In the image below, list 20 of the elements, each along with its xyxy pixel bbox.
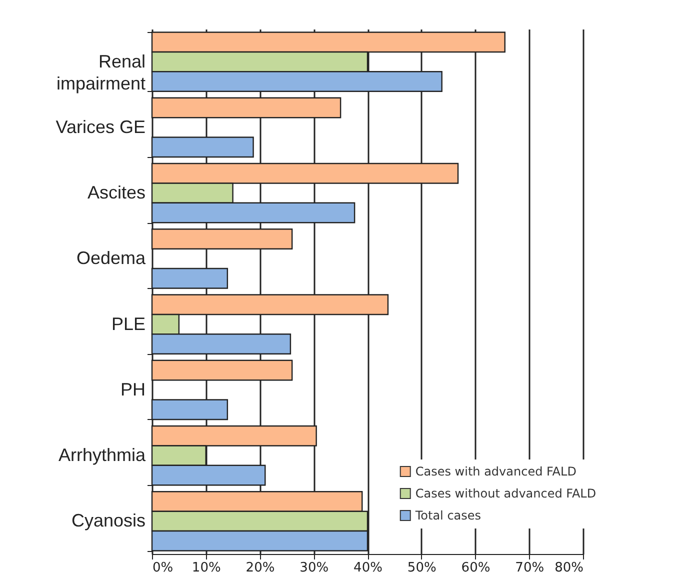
legend-label: Total cases: [414, 508, 482, 522]
y-tick-label: PLE: [111, 314, 146, 334]
legend-label: Cases without advanced FALD: [415, 486, 596, 500]
x-tick-label: 20%: [246, 560, 275, 576]
y-tick-label: Cyanosis: [71, 510, 146, 531]
y-tick-label: Ascites: [87, 182, 146, 203]
y-tick-label: Varices GE: [56, 116, 146, 137]
y-tick-label: Oedema: [76, 248, 146, 268]
x-tick-label: 80%: [554, 560, 584, 576]
y-tick-label: PH: [120, 379, 146, 400]
legend-label: Cases with advanced FALD: [415, 464, 576, 478]
x-tick-label: 30%: [300, 560, 329, 576]
x-tick-label: 40%: [354, 560, 382, 576]
x-tick-label: 0%: [152, 560, 174, 576]
x-tick-label: 50%: [407, 560, 436, 576]
x-tick-label: 10%: [192, 560, 221, 576]
x-tick-label: 70%: [515, 560, 544, 576]
y-tick-label: Renal impairment: [56, 51, 146, 94]
x-tick-label: 60%: [461, 560, 490, 576]
y-tick-label: Arrhythmia: [58, 445, 146, 466]
